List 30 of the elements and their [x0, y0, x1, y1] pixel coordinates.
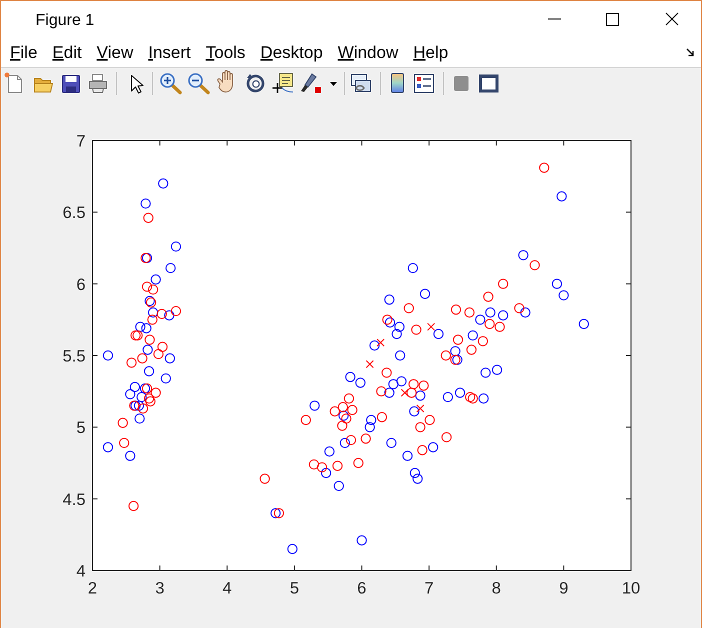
y-tick-label: 6	[76, 276, 86, 294]
x-tick-label: 3	[155, 580, 164, 598]
text: Desktop	[260, 43, 323, 62]
point	[376, 338, 385, 347]
x-tick-label: 9	[559, 580, 568, 598]
text: View	[96, 43, 134, 62]
text: Insert	[148, 43, 192, 62]
text: Tools	[206, 43, 246, 62]
x-tick-label: 5	[290, 580, 300, 598]
y-tick-label: 5.5	[62, 347, 86, 366]
text: Window	[338, 43, 399, 62]
point	[416, 404, 424, 413]
y-tick-label: 7	[76, 132, 86, 150]
x-tick-label: 2	[88, 580, 98, 598]
x-tick-label: 7	[424, 580, 434, 598]
point	[427, 322, 436, 331]
point	[366, 360, 374, 368]
point	[400, 388, 409, 397]
x-tick-label: 10	[622, 580, 640, 598]
y-tick-label: 4	[76, 562, 86, 580]
x-tick-label: 6	[357, 580, 366, 598]
text: File	[10, 43, 38, 62]
x-tick-label: 4	[222, 580, 232, 598]
text: Edit	[52, 43, 82, 62]
y-tick-label: 4.5	[62, 490, 86, 509]
x-tick-label: 8	[492, 580, 501, 598]
y-tick-label: 5	[76, 419, 86, 438]
y-tick-label: 6.5	[62, 204, 86, 222]
text: Help	[413, 43, 448, 62]
chart-title: Figure 1	[36, 12, 94, 29]
